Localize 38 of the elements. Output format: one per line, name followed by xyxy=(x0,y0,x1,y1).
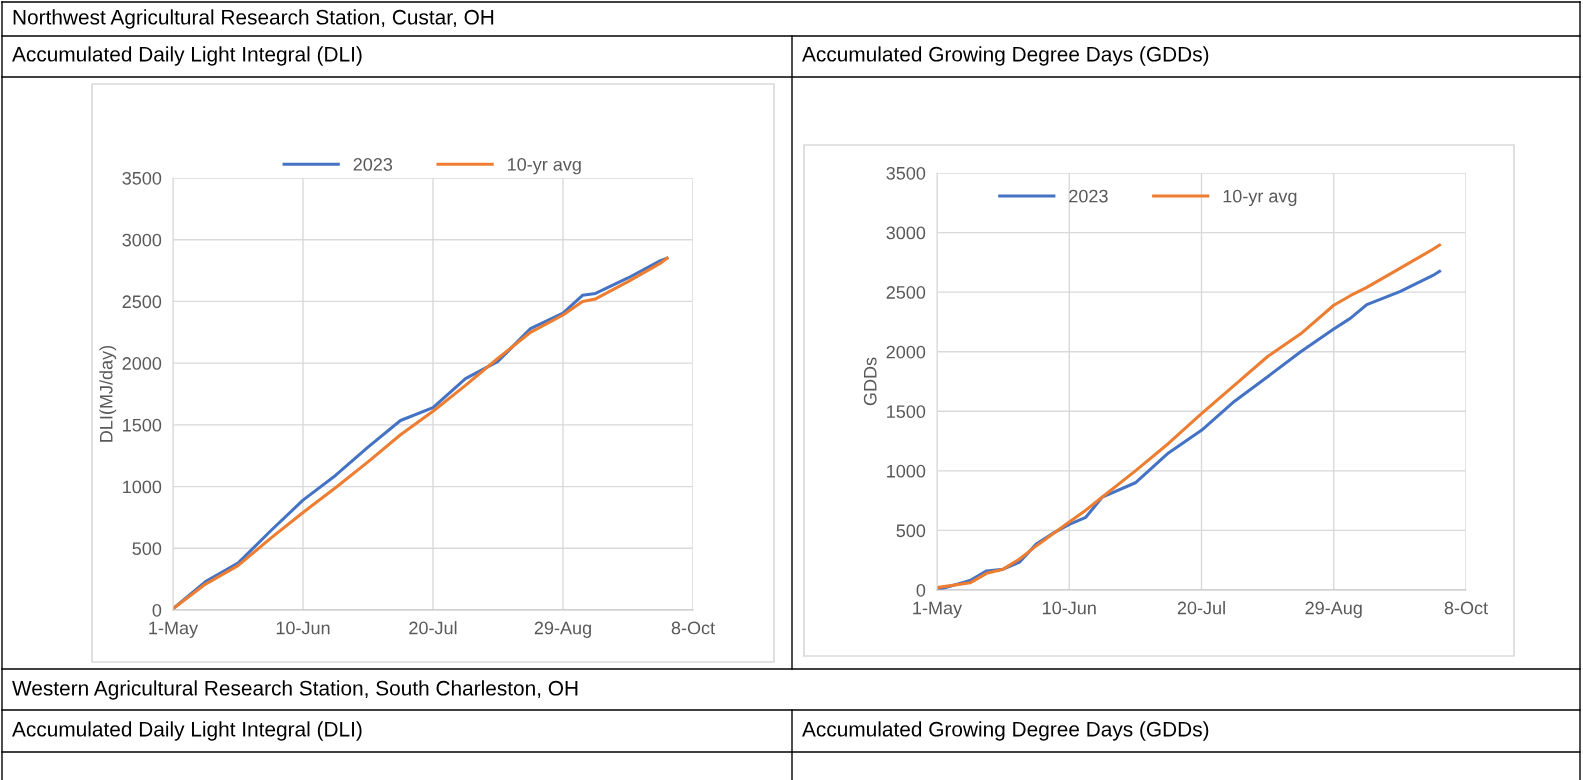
y-tick-label: 1000 xyxy=(123,480,162,494)
y-tick-label: 500 xyxy=(896,524,926,538)
legend-label: 10-yr avg xyxy=(1223,189,1297,207)
x-tick-label: 8-Oct xyxy=(1444,601,1488,615)
y-tick-label: 2500 xyxy=(122,295,162,309)
x-tick-label: 10-Jun xyxy=(276,621,330,635)
y-tick-label: 500 xyxy=(132,542,162,556)
text: Accumulated Growing Degree Days (GDDs) xyxy=(802,721,1209,741)
legend-label: 2023 xyxy=(353,158,393,171)
x-tick-label: 8-Oct xyxy=(671,621,715,635)
y-tick-label: 2000 xyxy=(886,345,926,359)
text: Accumulated Daily Light Integral (DLI) xyxy=(12,721,362,741)
x-tick-label: 1-May xyxy=(149,621,199,638)
legend-label: 2023 xyxy=(1069,189,1108,203)
x-tick-label: 29-Aug xyxy=(534,621,591,638)
x-tick-label: 1-May xyxy=(913,601,963,618)
x-tick-label: 29-Aug xyxy=(1305,601,1362,618)
x-tick-label: 20-Jul xyxy=(409,621,457,635)
text: Western Agricultural Research Station, South Charleston, OH xyxy=(12,680,578,700)
y-tick-label: 3500 xyxy=(122,171,162,185)
chart-title: Accumulated Growing Degree Days (GDDs) xyxy=(802,46,1209,66)
text: Accumulated Daily Light Integral (DLI) xyxy=(12,46,362,66)
x-tick-label: 20-Jul xyxy=(1177,601,1225,615)
y-tick-label: 2500 xyxy=(886,286,926,299)
y-tick-label: 3000 xyxy=(886,226,926,240)
y-tick-label: 2000 xyxy=(122,357,162,370)
y-tick-label: 1000 xyxy=(887,464,926,478)
y-axis-title: GDDs xyxy=(863,357,877,406)
text: Northwest Agricultural Research Station, Custar, OH xyxy=(13,9,494,29)
y-tick-label: 0 xyxy=(152,603,162,617)
legend-label: 10-yr avg xyxy=(508,158,581,175)
y-tick-label: 1500 xyxy=(123,418,162,432)
y-tick-label: 3000 xyxy=(122,233,162,247)
y-tick-label: 0 xyxy=(916,583,926,597)
y-tick-label: 1500 xyxy=(887,405,926,419)
x-tick-label: 10-Jun xyxy=(1043,601,1096,615)
y-tick-label: 3500 xyxy=(886,166,926,180)
y-axis-title: DLI(MJ/day) xyxy=(99,345,117,442)
